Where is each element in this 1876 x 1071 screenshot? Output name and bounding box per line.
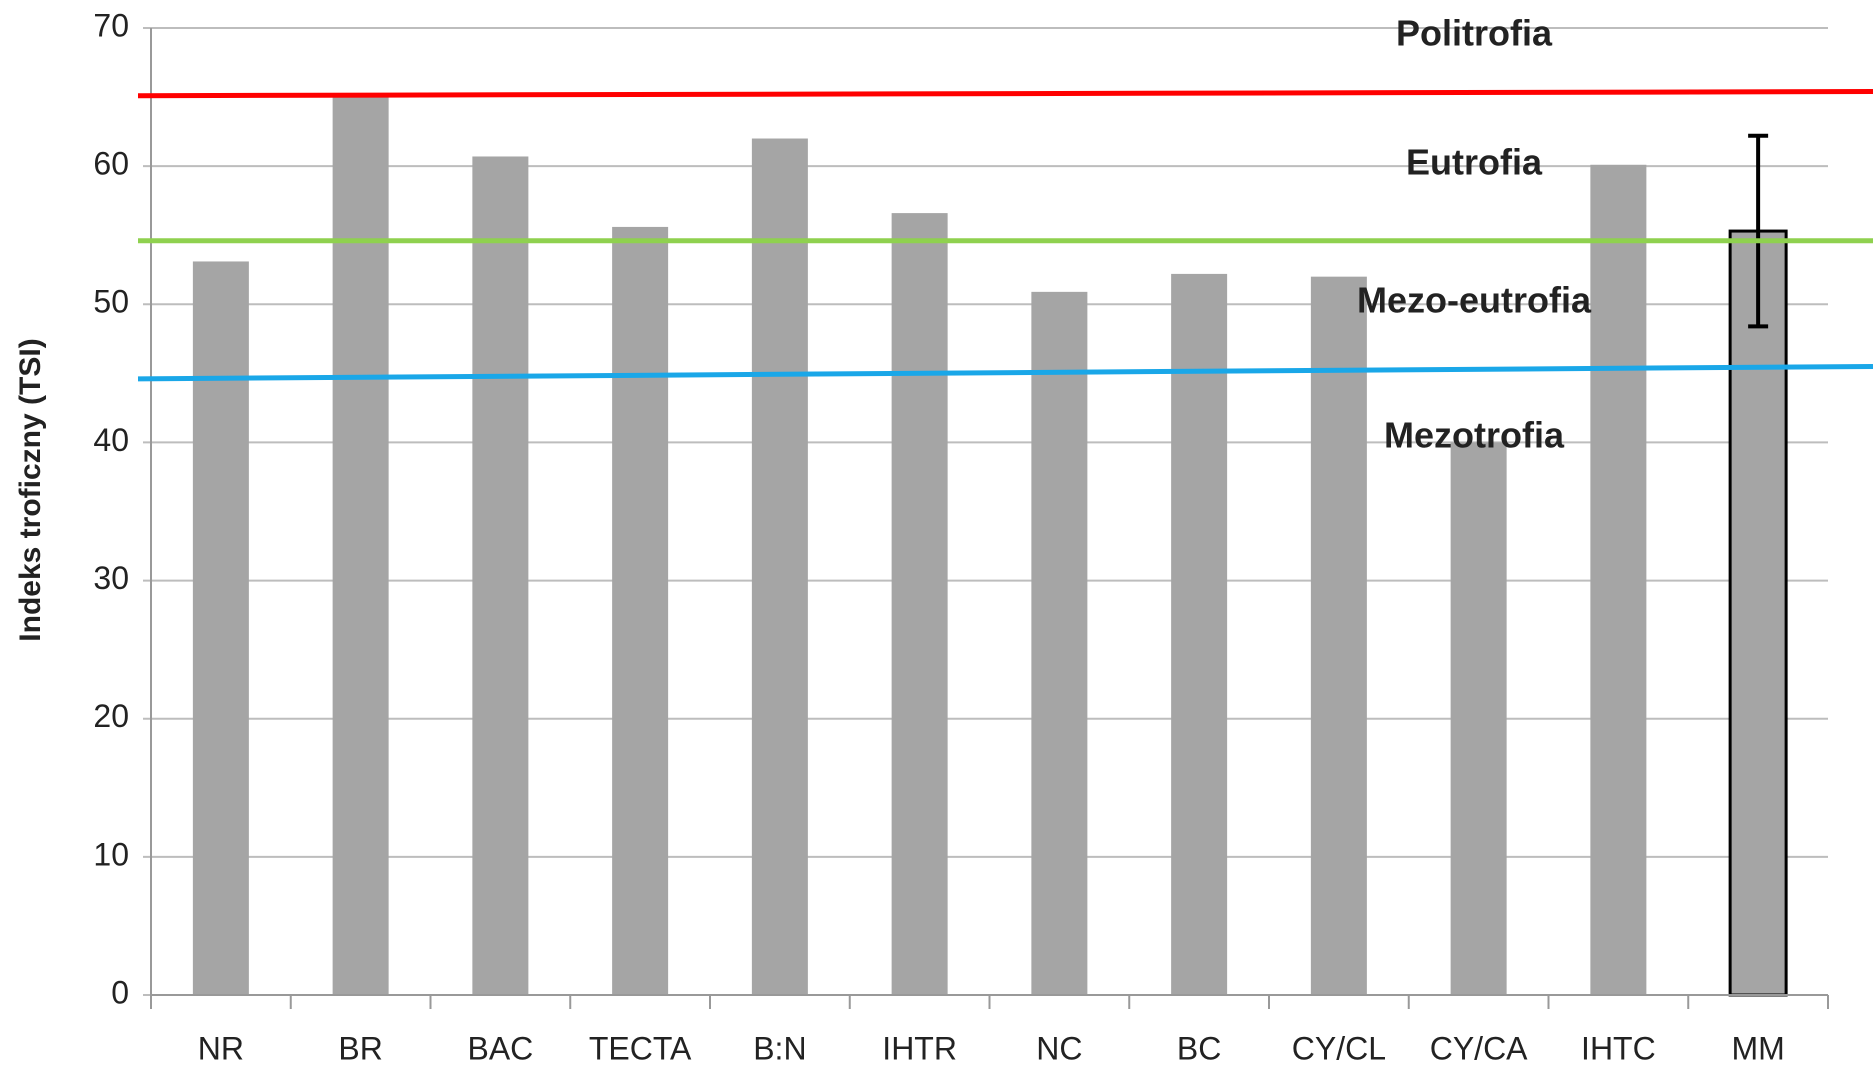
y-tick-label: 0 [111,974,129,1010]
bar [1590,164,1647,996]
error-bar [1748,133,1769,329]
x-tick-label: CY/CA [1430,1030,1528,1066]
bar [1450,442,1507,995]
y-tick-label: 40 [93,422,129,458]
y-tick-label: 50 [93,284,129,320]
bar [1310,276,1367,996]
zone-label: Mezotrofia [1384,415,1565,456]
x-tick-label: BC [1177,1030,1221,1066]
x-tick-label: BAC [467,1030,533,1066]
reference-line [137,363,1874,382]
zone-label: Mezo-eutrofia [1357,280,1592,321]
bar [472,156,529,996]
bar [612,226,669,995]
x-tick-label: NC [1036,1030,1082,1066]
bar [1031,291,1088,995]
x-tick-label: BR [338,1030,382,1066]
bar [192,261,249,995]
y-tick-label: 10 [93,836,129,872]
x-tick-label: IHTR [882,1030,957,1066]
x-tick-label: TECTA [589,1030,692,1066]
bar [891,213,948,995]
x-tick-label: CY/CL [1292,1030,1386,1066]
y-tick-label: 20 [93,698,129,734]
x-tick-label: MM [1731,1030,1784,1066]
bar [332,94,389,995]
x-tick-label: NR [198,1030,244,1066]
y-tick-label: 30 [93,560,129,596]
x-tick-label: IHTC [1581,1030,1656,1066]
reference-line [137,89,1874,99]
zone-label: Eutrofia [1406,142,1543,183]
zone-label: Politrofia [1396,13,1553,54]
y-axis-title: Indeks troficzny (TSI) [14,338,47,641]
bar [1171,273,1228,995]
y-tick-label: 70 [93,7,129,43]
x-tick-label: B:N [753,1030,806,1066]
bar [1728,229,1788,997]
y-tick-label: 60 [93,146,129,182]
bar [751,138,808,995]
